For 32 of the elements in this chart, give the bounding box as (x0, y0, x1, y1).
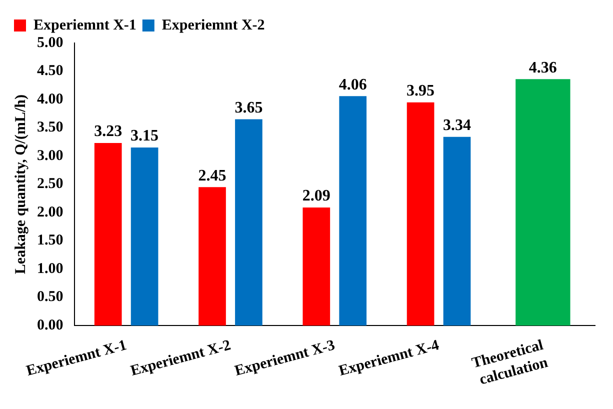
bar (198, 187, 226, 326)
bar (443, 136, 471, 326)
y-tick-label: 0.00 (37, 317, 64, 334)
y-tick-label: 2.00 (37, 204, 64, 220)
y-tick-label: 2.50 (37, 176, 64, 192)
y-tick-label: 5.00 (37, 34, 64, 51)
data-label: 3.65 (234, 99, 263, 116)
bar (302, 207, 330, 326)
y-axis-title: Leakage quantity, Q/(mL/h) (12, 94, 29, 274)
data-label: 3.95 (406, 82, 435, 100)
bar (235, 119, 262, 326)
data-label: 4.06 (338, 76, 367, 94)
y-tick-label: 3.50 (37, 120, 64, 136)
data-label: 2.09 (302, 188, 330, 205)
data-label: 3.23 (94, 123, 122, 140)
y-tick-label: 3.00 (37, 148, 64, 164)
data-label: 2.45 (198, 167, 226, 184)
bar (516, 79, 570, 326)
bar (94, 143, 122, 326)
bar (339, 96, 367, 326)
data-label: 3.34 (443, 116, 471, 134)
y-tick-label: 4.50 (37, 63, 64, 80)
bar (130, 148, 158, 326)
legend-label: Experiemnt X-2 (162, 17, 265, 34)
data-label: 4.36 (528, 59, 557, 76)
legend-label: Experiemnt X-1 (34, 17, 136, 34)
y-tick-label: 1.00 (37, 260, 64, 277)
y-tick-label: 1.50 (37, 232, 64, 249)
y-tick-label: 4.00 (37, 91, 64, 108)
y-tick-label: 0.50 (37, 289, 64, 306)
bar (406, 102, 434, 326)
data-label: 3.15 (130, 128, 159, 145)
